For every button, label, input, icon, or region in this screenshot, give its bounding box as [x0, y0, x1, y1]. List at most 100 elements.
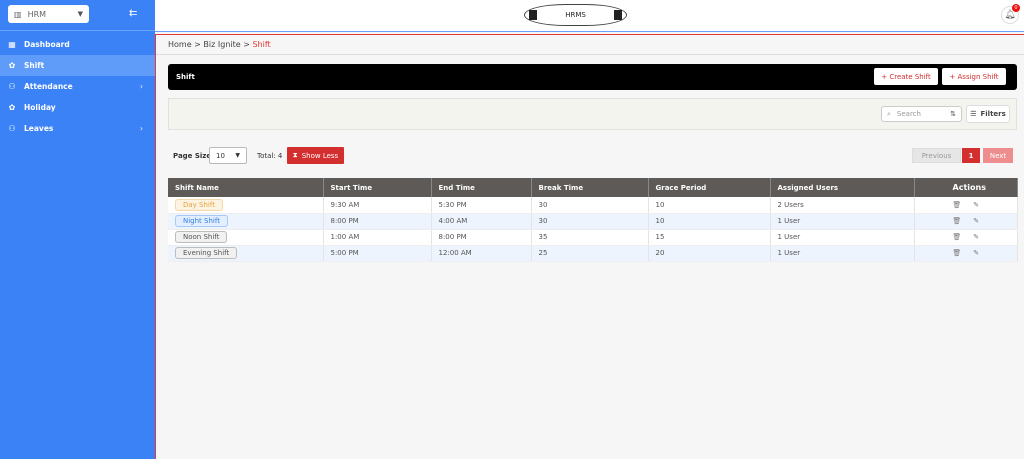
edit-icon[interactable]: ✎ [973, 233, 980, 241]
dashboard-icon: ▦ [8, 40, 16, 49]
divider [155, 31, 1024, 32]
sidebar-item-dashboard[interactable]: ▦ Dashboard [0, 34, 155, 55]
show-less-button[interactable]: ⧗ Show Less [287, 147, 344, 164]
breadcrumb: Home > Biz Ignite > Shift [168, 40, 271, 49]
shift-name-cell: Day Shift [168, 197, 324, 214]
sidebar-item-label: Holiday [24, 103, 56, 112]
table-row: Night Shift 8:00 PM 4:00 AM 30 10 1 User… [168, 213, 1018, 230]
column-header: End Time [431, 178, 532, 197]
notification-bell-icon[interactable]: 🔔︎ 0 [1001, 4, 1020, 24]
start-time-cell: 1:00 AM [323, 229, 432, 246]
grace-period-cell: 20 [648, 245, 771, 262]
sidebar-item-attendance[interactable]: ⚇ Attendance › [0, 76, 155, 97]
end-time-cell: 4:00 AM [431, 213, 532, 230]
shift-name-tag: Day Shift [175, 198, 223, 211]
break-time-cell: 30 [531, 197, 649, 214]
column-header: Shift Name [168, 178, 324, 197]
breadcrumb-section[interactable]: Biz Ignite [203, 40, 241, 49]
chevron-right-icon: › [140, 124, 143, 133]
building-icon: ▥ [14, 9, 22, 19]
leaves-icon: ⚇ [8, 124, 16, 133]
next-page-button[interactable]: Next [983, 148, 1013, 163]
search-icon: ⌕ [887, 109, 891, 118]
shift-icon: ✿ [8, 61, 16, 70]
top-bar: HRMS 🔔︎ 0 [155, 0, 1024, 31]
delete-icon[interactable]: 🗑︎ [952, 217, 962, 225]
filters-label: Filters [980, 110, 1006, 118]
chevron-right-icon: › [140, 82, 143, 91]
break-time-cell: 25 [531, 245, 649, 262]
divider [0, 30, 155, 31]
collapse-sidebar-icon[interactable]: ⇇ [129, 8, 138, 19]
chevron-down-icon: ▼ [235, 152, 240, 159]
edit-icon[interactable]: ✎ [973, 217, 980, 225]
collapse-icon: ⧗ [292, 151, 298, 159]
filters-button[interactable]: ☰ Filters [966, 105, 1010, 123]
caret-down-icon: ▼ [77, 10, 83, 18]
actions-cell: 🗑︎ ✎ [914, 213, 1018, 230]
end-time-cell: 8:00 PM [431, 229, 532, 246]
shift-name-cell: Night Shift [168, 213, 324, 230]
end-time-cell: 5:30 PM [431, 197, 532, 214]
edit-icon[interactable]: ✎ [973, 200, 980, 209]
grace-period-cell: 10 [648, 213, 771, 230]
shift-name-tag: Evening Shift [175, 247, 238, 259]
start-time-cell: 5:00 PM [323, 245, 432, 262]
org-selector[interactable]: ▥ HRM ▼ [8, 5, 89, 23]
column-header: Grace Period [648, 178, 771, 197]
sidebar-item-shift[interactable]: ✿ Shift [0, 55, 155, 76]
page-1-button[interactable]: 1 [962, 148, 980, 163]
sidebar-item-holiday[interactable]: ✿ Holiday [0, 97, 155, 118]
column-header: Start Time [323, 178, 432, 197]
grace-period-cell: 15 [648, 229, 771, 246]
search-placeholder: Search [896, 110, 921, 118]
notification-badge: 0 [1012, 4, 1020, 12]
divider [155, 34, 1024, 35]
page-title: Shift [176, 73, 195, 81]
table-row: Noon Shift 1:00 AM 8:00 PM 35 15 1 User … [168, 229, 1018, 246]
shift-name-cell: Evening Shift [168, 245, 324, 262]
delete-icon[interactable]: 🗑︎ [952, 200, 962, 209]
delete-icon[interactable]: 🗑︎ [952, 233, 962, 241]
search-input[interactable]: ⌕ Search ⇅ [881, 106, 962, 122]
shift-name-tag: Night Shift [175, 215, 228, 227]
assigned-users-cell: 1 User [770, 213, 915, 230]
holiday-icon: ✿ [8, 103, 16, 112]
actions-cell: 🗑︎ ✎ [914, 229, 1018, 246]
divider [156, 54, 1024, 55]
shift-name-tag: Noon Shift [175, 231, 228, 243]
table-row: Evening Shift 5:00 PM 12:00 AM 25 20 1 U… [168, 245, 1018, 262]
sidebar-item-label: Shift [24, 61, 45, 70]
attendance-icon: ⚇ [8, 82, 16, 91]
main-content: Home > Biz Ignite > Shift Shift + Create… [155, 35, 1024, 459]
actions-cell: 🗑︎ ✎ [914, 197, 1018, 214]
breadcrumb-sep: > [194, 40, 201, 49]
break-time-cell: 30 [531, 213, 649, 230]
filter-panel: ⌕ Search ⇅ ☰ Filters [168, 98, 1017, 130]
breadcrumb-sep: > [243, 40, 250, 49]
shift-name-cell: Noon Shift [168, 229, 324, 246]
page-size-value: 10 [216, 152, 225, 160]
assigned-users-cell: 2 Users [770, 197, 915, 214]
delete-icon[interactable]: 🗑︎ [952, 249, 962, 257]
start-time-cell: 9:30 AM [323, 197, 432, 214]
show-less-label: Show Less [301, 151, 339, 160]
previous-page-button[interactable]: Previous [912, 148, 961, 163]
grace-period-cell: 10 [648, 197, 771, 214]
voice-search-icon[interactable]: ⇅ [950, 110, 956, 118]
page-size-select[interactable]: 10 ▼ [209, 147, 247, 164]
break-time-cell: 35 [531, 229, 649, 246]
create-shift-button[interactable]: + Create Shift [874, 68, 938, 85]
edit-icon[interactable]: ✎ [973, 249, 980, 257]
breadcrumb-home[interactable]: Home [168, 40, 192, 49]
start-time-cell: 8:00 PM [323, 213, 432, 230]
sidebar-item-leaves[interactable]: ⚇ Leaves › [0, 118, 155, 139]
table-row: Day Shift 9:30 AM 5:30 PM 30 10 2 Users … [168, 197, 1018, 214]
actions-cell: 🗑︎ ✎ [914, 245, 1018, 262]
end-time-cell: 12:00 AM [431, 245, 532, 262]
column-header: Assigned Users [770, 178, 915, 197]
org-name: HRM [27, 9, 47, 19]
sidebar-item-label: Attendance [24, 82, 73, 91]
hrms-logo: HRMS [524, 4, 627, 26]
assign-shift-button[interactable]: + Assign Shift [942, 68, 1006, 85]
